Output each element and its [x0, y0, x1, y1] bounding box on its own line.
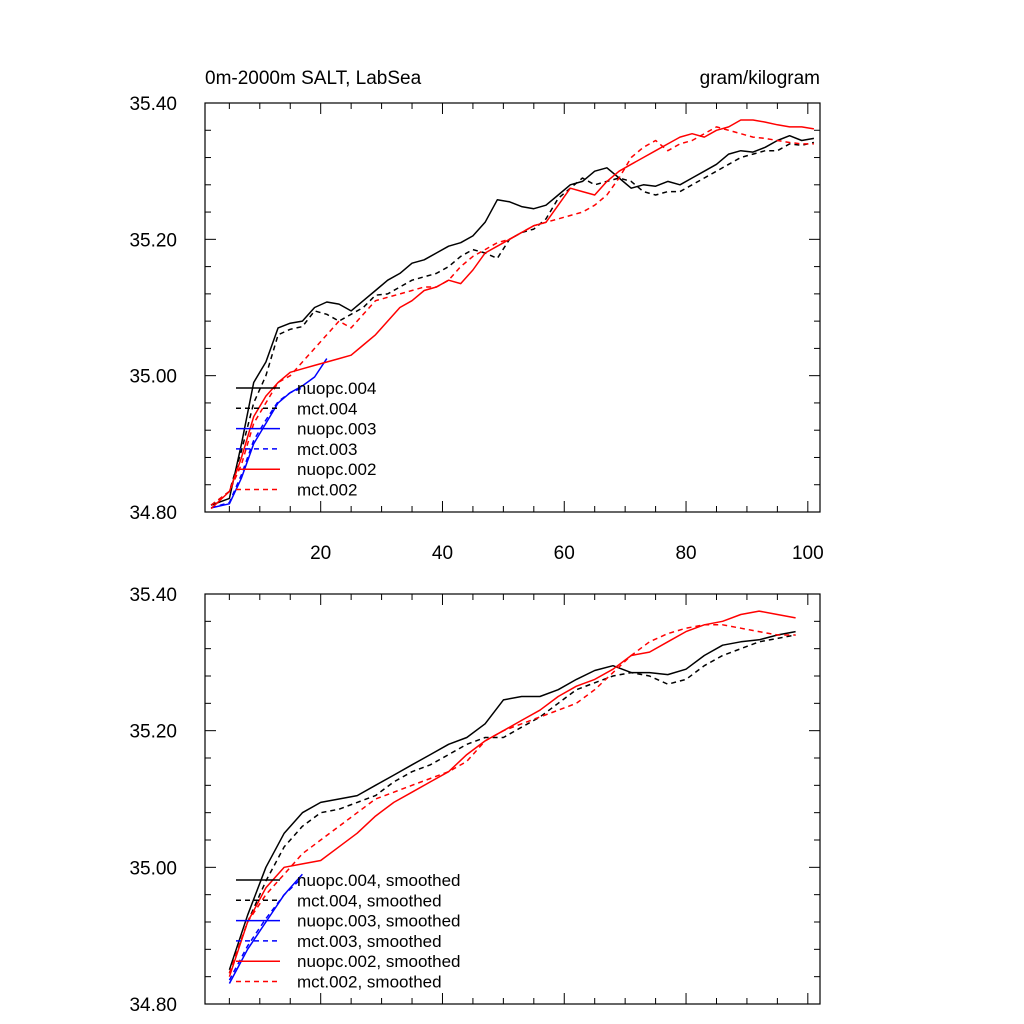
chart-units: gram/kilogram [700, 68, 820, 89]
series-line-mct-003 [210, 387, 303, 509]
tick-marks [205, 594, 820, 1004]
y-tick-label-35-00: 35.00 [129, 367, 177, 388]
legend-label-mct-004-smoothed: mct.004, smoothed [297, 891, 442, 910]
y-tick-label-34-80: 34.80 [129, 995, 177, 1016]
x-tick-label-40: 40 [432, 543, 453, 564]
y-tick-label-35-20: 35.20 [129, 722, 177, 743]
legend-label-nuopc-004: nuopc.004 [297, 379, 376, 398]
legend-label-nuopc-003: nuopc.003 [297, 420, 376, 439]
top-panel: 0m-2000m SALT, LabSea gram/kilogram 34.8… [129, 68, 823, 564]
legend: nuopc.004 mct.004 nuopc.003 mct.003 nuop… [236, 379, 376, 500]
x-tick-label-20: 20 [310, 543, 331, 564]
series-line-mct-004-smoothed [228, 634, 796, 974]
tick-marks [205, 103, 820, 512]
bottom-panel: 34.80 35.00 35.20 35.40 nuopc.004, smoot… [129, 585, 821, 1016]
series-line-nuopc-003 [210, 358, 328, 509]
legend-label-nuopc-003-smoothed: nuopc.003, smoothed [297, 912, 461, 931]
y-tick-label-35-20: 35.20 [129, 230, 177, 251]
series-line-nuopc-003-smoothed [228, 873, 303, 984]
legend-label-nuopc-002-smoothed: nuopc.002, smoothed [297, 952, 461, 971]
series-line-nuopc-002-smoothed [228, 610, 796, 977]
y-tick-labels: 34.80 35.00 35.20 35.40 [129, 585, 177, 1016]
series-group [210, 119, 815, 510]
x-tick-labels: 20 40 60 80 100 [310, 543, 824, 564]
chart-title: 0m-2000m SALT, LabSea [205, 68, 422, 89]
series-line-mct-003-smoothed [228, 877, 303, 981]
legend-label-mct-004: mct.004 [297, 399, 357, 418]
legend-label-mct-003-smoothed: mct.003, smoothed [297, 932, 442, 951]
y-tick-labels: 34.80 35.00 35.20 35.40 [129, 94, 177, 524]
plot-frame [204, 593, 821, 1005]
series-line-nuopc-002 [210, 119, 815, 510]
y-tick-label-35-40: 35.40 [129, 585, 177, 606]
legend-label-nuopc-004-smoothed: nuopc.004, smoothed [297, 871, 461, 890]
legend-label-mct-002-smoothed: mct.002, smoothed [297, 973, 442, 992]
y-tick-label-35-00: 35.00 [129, 858, 177, 879]
x-tick-label-80: 80 [675, 543, 696, 564]
y-tick-label-35-40: 35.40 [129, 94, 177, 115]
y-tick-label-34-80: 34.80 [129, 503, 177, 524]
x-tick-label-60: 60 [554, 543, 575, 564]
series-line-mct-002-smoothed [228, 624, 796, 974]
series-line-nuopc-004 [210, 134, 815, 506]
legend: nuopc.004, smoothed mct.004, smoothed nu… [236, 871, 461, 992]
x-tick-label-100: 100 [792, 543, 824, 564]
legend-label-mct-002: mct.002 [297, 481, 357, 500]
legend-label-nuopc-002: nuopc.002 [297, 460, 376, 479]
plot-frame [204, 102, 821, 513]
series-line-nuopc-004-smoothed [228, 630, 796, 971]
legend-label-mct-003: mct.003 [297, 440, 357, 459]
